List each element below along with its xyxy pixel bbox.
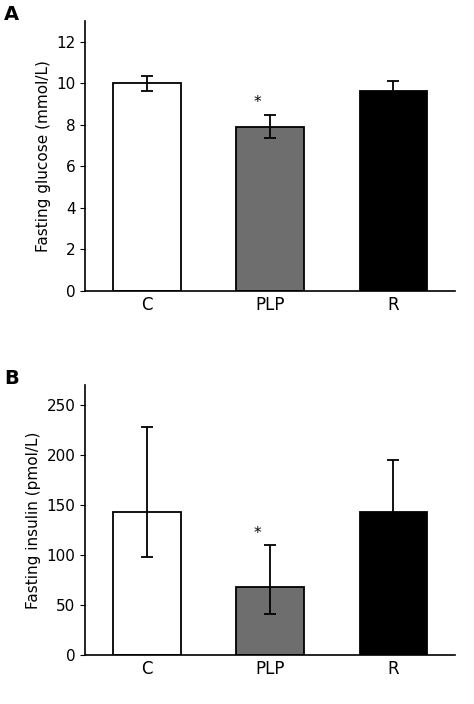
Bar	[113, 512, 181, 655]
Text: *: *	[254, 526, 262, 541]
Bar	[236, 587, 304, 655]
Y-axis label: Fasting glucose (mmol/L): Fasting glucose (mmol/L)	[36, 60, 51, 252]
Text: *: *	[254, 95, 262, 111]
Bar	[113, 83, 181, 291]
Text: A: A	[4, 5, 19, 24]
Bar	[236, 127, 304, 291]
Bar	[359, 512, 427, 655]
Y-axis label: Fasting insulin (pmol/L): Fasting insulin (pmol/L)	[26, 432, 41, 608]
Bar	[359, 91, 427, 291]
Text: B: B	[4, 369, 19, 388]
